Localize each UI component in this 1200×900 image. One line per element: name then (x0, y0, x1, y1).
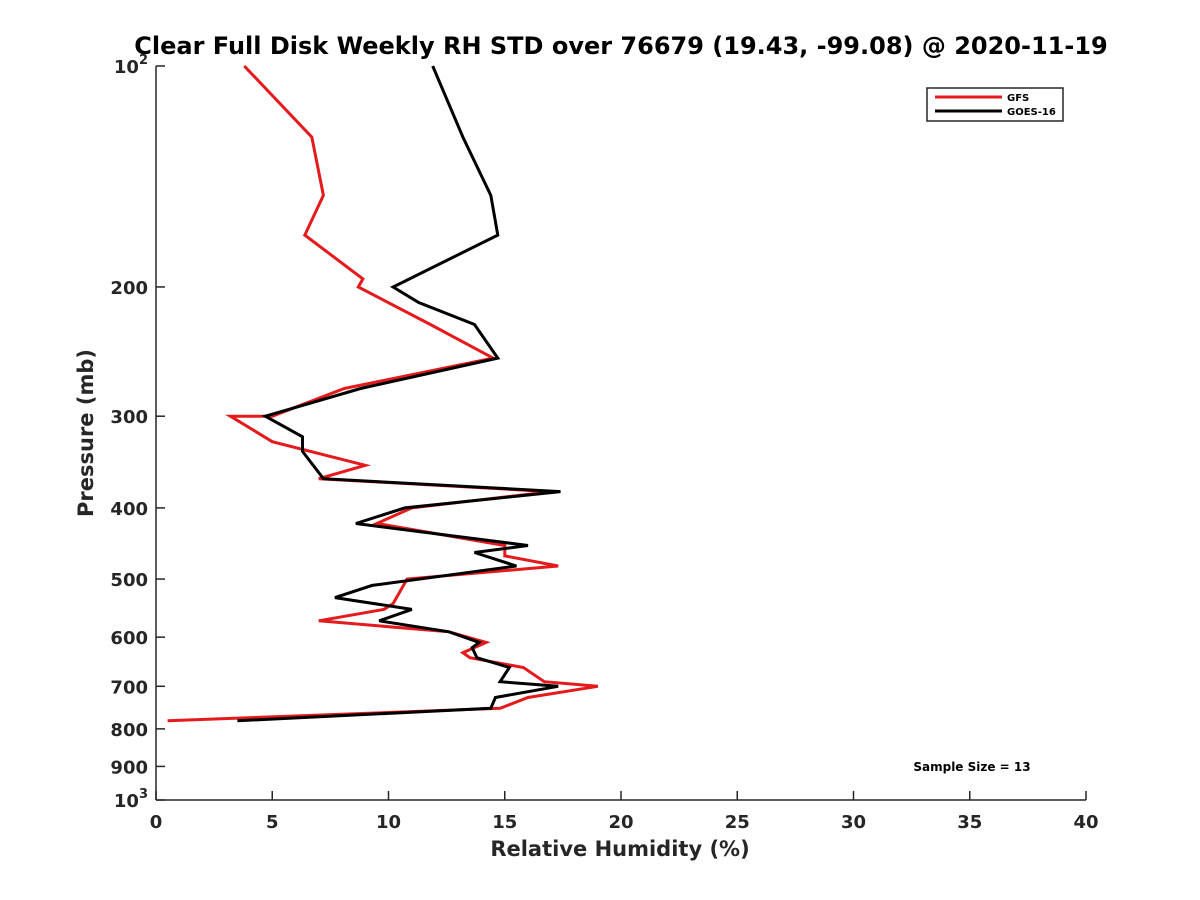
y-tick-label: 800 (110, 720, 148, 741)
legend: GFS GOES-16 (926, 87, 1064, 122)
y-tick-label: 400 (110, 499, 148, 520)
x-tick-label: 10 (376, 812, 401, 833)
y-tick-label: 102 (114, 53, 148, 78)
legend-entry: GFS (1007, 93, 1029, 104)
y-tick-label: 600 (110, 628, 148, 649)
chart-title: Clear Full Disk Weekly RH STD over 76679… (134, 32, 1107, 60)
series-line-goes-16 (237, 65, 561, 723)
legend-entry: GOES-16 (1007, 107, 1056, 118)
y-tick-exponent: 2 (139, 53, 148, 68)
y-axis-label: Pressure (mb) (74, 349, 98, 517)
series-lines (167, 64, 599, 723)
y-tick-label: 200 (110, 278, 148, 299)
x-tick-label: 5 (266, 812, 279, 833)
y-tick-exponent: 3 (139, 787, 148, 802)
x-tick-label: 40 (1073, 812, 1098, 833)
x-tick-label: 20 (608, 812, 633, 833)
y-tick-base: 10 (114, 791, 139, 812)
y-tick-base: 10 (114, 57, 139, 78)
x-ticks: 0 5 10 15 20 25 30 35 40 (150, 791, 1099, 833)
x-tick-label: 35 (957, 812, 982, 833)
y-tick-label: 103 (114, 787, 148, 812)
x-axis-label: Relative Humidity (%) (490, 837, 749, 861)
x-tick-label: 30 (841, 812, 866, 833)
x-tick-label: 0 (150, 812, 163, 833)
x-tick-label: 25 (725, 812, 750, 833)
y-tick-label: 300 (110, 407, 148, 428)
sample-size-annotation: Sample Size = 13 (913, 760, 1030, 774)
x-tick-label: 15 (492, 812, 517, 833)
y-tick-label: 700 (110, 677, 148, 698)
legend-box (926, 87, 1064, 122)
y-tick-label: 900 (110, 757, 148, 778)
y-tick-label: 500 (110, 570, 148, 591)
